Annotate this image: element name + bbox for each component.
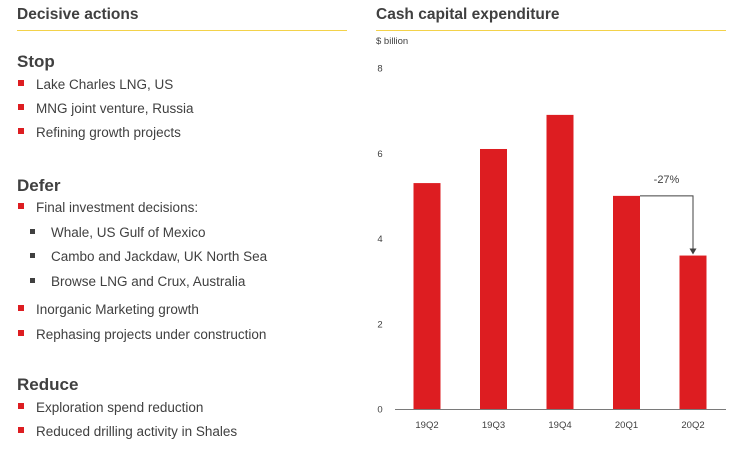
x-tick-label: 19Q2 — [415, 420, 438, 431]
bullet-square-icon — [18, 128, 24, 135]
bar — [546, 114, 574, 409]
x-tick-label: 19Q3 — [482, 420, 505, 431]
bullet-square-icon — [18, 80, 24, 87]
list-item-text: Lake Charles LNG, US — [36, 77, 174, 92]
bullet-square-icon — [18, 330, 24, 337]
list-item: MNG joint venture, Russia — [18, 101, 194, 116]
bar — [613, 195, 640, 409]
list-item-text: Exploration spend reduction — [36, 400, 204, 415]
y-tick-label: 0 — [377, 405, 382, 416]
bullet-square-icon — [30, 228, 35, 234]
annotation-arrow-line — [640, 195, 694, 250]
bullet-square-icon — [30, 252, 35, 258]
bullet-square-icon — [18, 104, 24, 111]
sub-list-item-text: Browse LNG and Crux, Australia — [51, 274, 246, 289]
list-item: Reduced drilling activity in Shales — [18, 424, 237, 439]
annotation-arrowhead-icon — [689, 248, 697, 255]
y-tick-label: 8 — [377, 64, 382, 75]
list-item: Final investment decisions: — [18, 200, 198, 215]
bullet-square-icon — [30, 277, 35, 283]
y-tick-label: 4 — [377, 234, 382, 245]
list-item-text: Refining growth projects — [36, 125, 181, 140]
list-item: Exploration spend reduction — [18, 400, 203, 415]
list-item-text: Rephasing projects under construction — [36, 327, 267, 342]
bullet-square-icon — [18, 403, 24, 410]
list-item-text: Final investment decisions: — [36, 200, 199, 215]
x-tick-label: 20Q1 — [615, 420, 638, 431]
bullet-square-icon — [18, 305, 24, 312]
bullet-square-icon — [18, 427, 24, 434]
annotation-label: -27% — [654, 174, 680, 186]
list-item: Rephasing projects under construction — [18, 327, 266, 342]
sub-list-item: Whale, US Gulf of Mexico — [30, 225, 206, 240]
section-heading-stop: Stop — [17, 52, 55, 71]
chart-title: Cash capital expenditure — [376, 6, 726, 31]
y-tick-label: 2 — [377, 319, 382, 330]
sub-list-item-text: Cambo and Jackdaw, UK North Sea — [51, 249, 268, 264]
bar — [480, 148, 507, 410]
section-heading-defer: Defer — [17, 176, 61, 195]
list-item-text: Reduced drilling activity in Shales — [36, 424, 238, 439]
sub-list-item: Browse LNG and Crux, Australia — [30, 274, 245, 289]
bullet-square-icon — [18, 203, 24, 210]
section-heading-reduce: Reduce — [17, 375, 79, 394]
list-item: Inorganic Marketing growth — [18, 302, 199, 317]
bar — [679, 255, 707, 409]
list-item-text: MNG joint venture, Russia — [36, 101, 194, 116]
x-tick-label: 20Q2 — [681, 420, 704, 431]
y-tick-label: 6 — [377, 149, 382, 160]
list-item-text: Inorganic Marketing growth — [36, 302, 199, 317]
sub-list-item: Cambo and Jackdaw, UK North Sea — [30, 249, 267, 264]
list-item: Refining growth projects — [18, 125, 181, 140]
sub-list-item-text: Whale, US Gulf of Mexico — [51, 225, 206, 240]
list-item: Lake Charles LNG, US — [18, 77, 173, 92]
left-panel-title: Decisive actions — [17, 6, 347, 31]
y-axis-unit-label: $ billion — [376, 36, 409, 47]
x-tick-label: 19Q4 — [548, 420, 571, 431]
bar — [413, 183, 441, 409]
